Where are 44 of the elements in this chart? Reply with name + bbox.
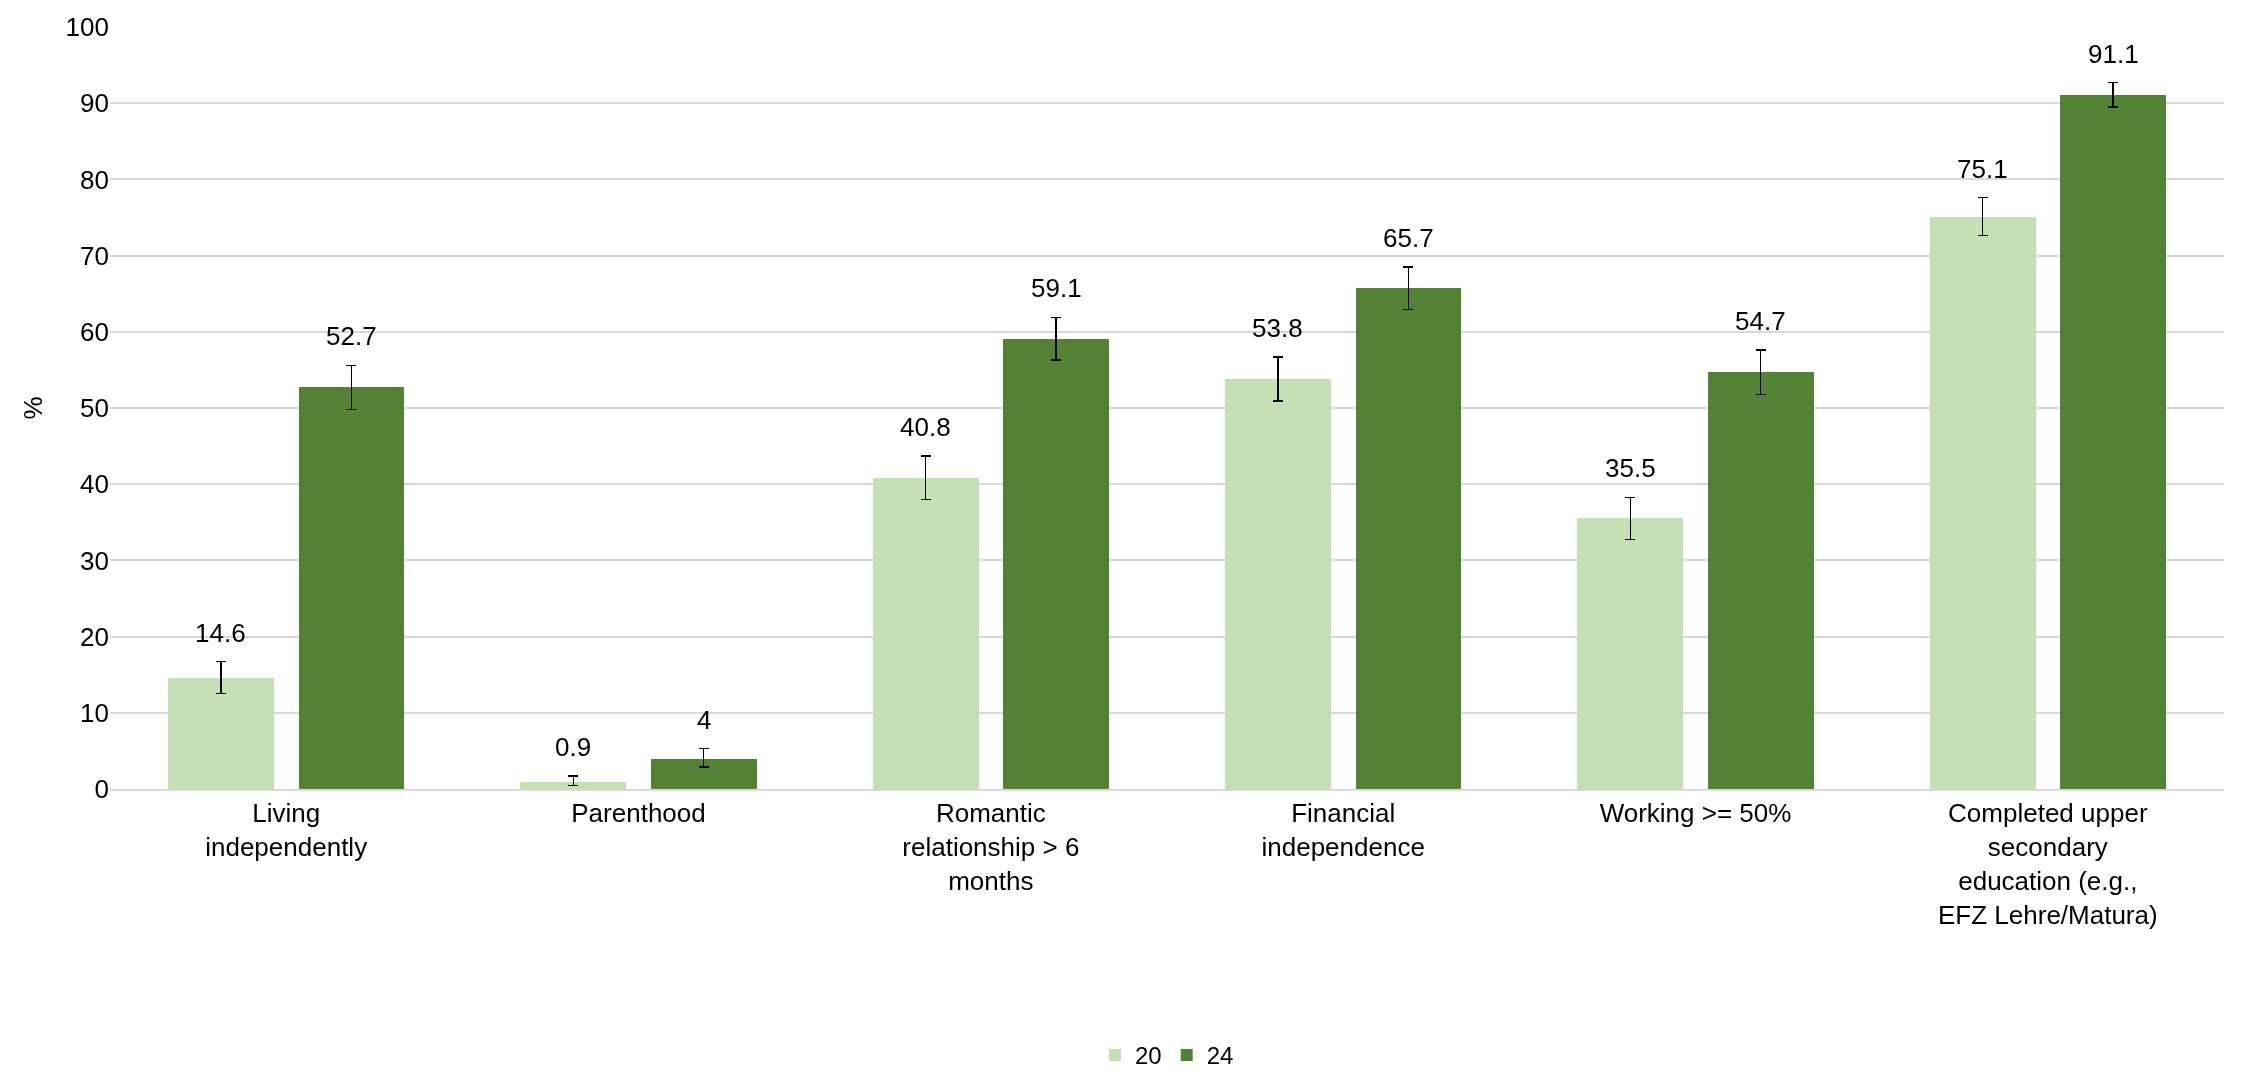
bar [873, 478, 979, 789]
bar [1930, 217, 2036, 789]
x-tick-label: Parenthood [571, 798, 706, 829]
data-label: 53.8 [1252, 313, 1303, 343]
bar [1708, 372, 1814, 789]
x-tick-label: Completed upper secondary education (e.g., EFZ Lehre/Matura) [1938, 798, 2158, 930]
y-tick-label: 60 [80, 316, 109, 347]
data-label: 65.7 [1383, 223, 1434, 253]
legend-label: 24 [1206, 1042, 1234, 1070]
x-tick-label: Working >= 50% [1599, 798, 1792, 829]
data-label: 40.8 [900, 412, 951, 442]
y-tick-label: 20 [80, 621, 109, 652]
y-tick-label: 80 [80, 164, 109, 195]
data-label: 52.7 [326, 321, 377, 351]
bar [2060, 95, 2166, 789]
bar [299, 387, 404, 789]
y-tick-label: 0 [94, 774, 109, 805]
data-label: 91.1 [2088, 39, 2139, 69]
y-tick-label: 70 [80, 240, 109, 271]
bar [1003, 339, 1109, 789]
data-label: 35.5 [1605, 453, 1656, 483]
data-label: 0.9 [555, 732, 592, 762]
y-axis-title: % [18, 396, 49, 420]
bar [1356, 288, 1461, 789]
x-tick-label: Financial independence [1261, 798, 1425, 862]
data-label: 75.1 [1957, 154, 2008, 184]
y-tick-label: 40 [80, 469, 109, 500]
x-tick-label: Romantic relationship > 6 months [902, 798, 1080, 896]
y-tick-label: 30 [80, 545, 109, 576]
data-label: 4 [697, 705, 712, 735]
data-label: 54.7 [1735, 306, 1786, 336]
data-label: 59.1 [1031, 273, 1082, 303]
bar [1577, 518, 1683, 789]
bar [651, 759, 757, 789]
bar [520, 782, 626, 789]
bar [1225, 379, 1331, 789]
y-tick-label: 50 [80, 393, 109, 424]
y-tick-label: 100 [65, 12, 109, 43]
y-tick-label: 10 [80, 697, 109, 728]
bar [168, 678, 274, 789]
data-label: 14.6 [195, 618, 246, 648]
legend-label: 20 [1135, 1042, 1162, 1070]
x-tick-label: Living independently [205, 798, 368, 862]
y-tick-label: 90 [80, 88, 109, 119]
